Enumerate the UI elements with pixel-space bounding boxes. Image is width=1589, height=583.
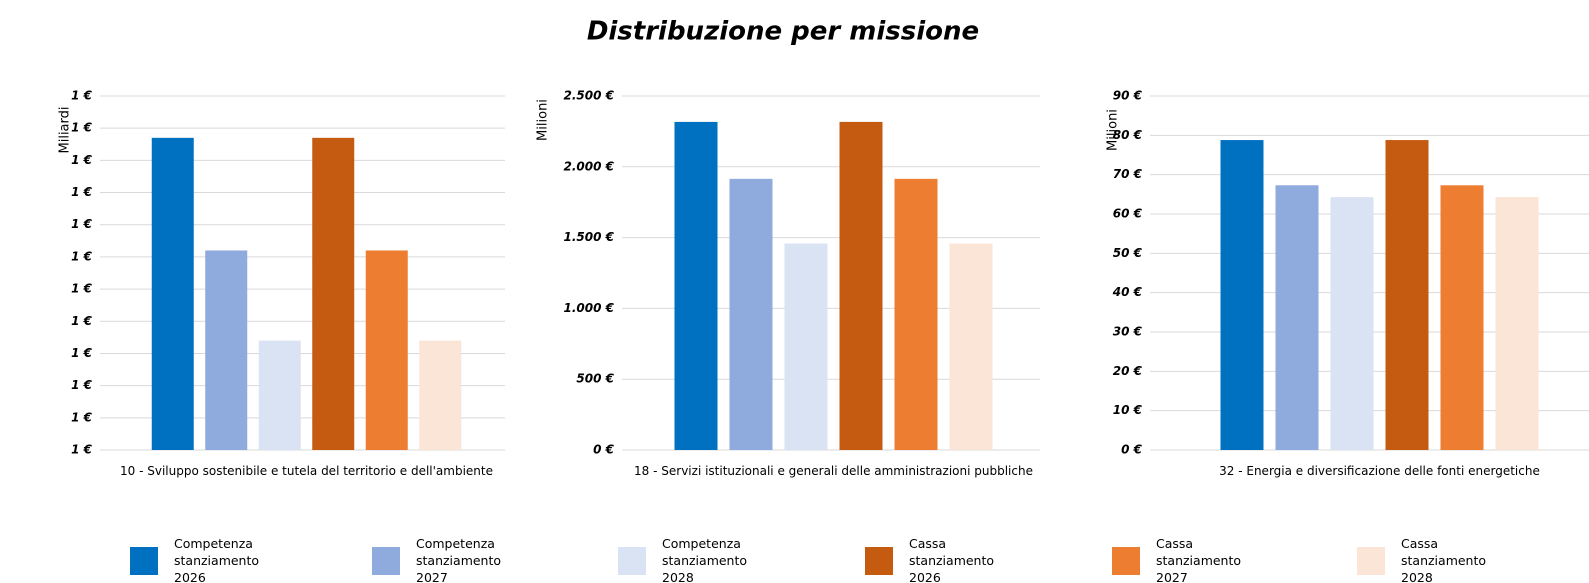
legend-item: Competenza stanziamento 2027 (372, 535, 526, 583)
legend-swatch (1112, 546, 1140, 575)
y-tick-label: 2.500 € (564, 89, 615, 103)
legend-swatch (372, 546, 400, 575)
bar (894, 178, 938, 450)
bar (151, 137, 194, 450)
legend-item: Cassa stanziamento 2026 (865, 535, 1019, 583)
y-tick-label: 1 € (71, 378, 93, 392)
y-tick-label: 0 € (593, 443, 615, 457)
y-tick-label: 1 € (71, 89, 93, 103)
legend-label: Competenza stanziamento 2026 (174, 536, 260, 583)
legend-label: Competenza stanziamento 2028 (662, 536, 748, 583)
y-tick-label: 1 € (71, 121, 93, 135)
y-tick-label: 1 € (71, 346, 93, 360)
y-tick-label: 20 € (1113, 364, 1143, 378)
y-tick-label: 1 € (71, 153, 93, 167)
bar (1495, 197, 1539, 450)
y-tick-label: 50 € (1113, 246, 1143, 260)
y-tick-label: 1 € (71, 282, 93, 296)
chart-title: Distribuzione per missione (587, 17, 979, 47)
bar (674, 121, 718, 450)
y-tick-label: 1.500 € (564, 230, 615, 244)
y-tick-label: 500 € (576, 372, 614, 386)
y-tick-label: 60 € (1113, 207, 1143, 221)
y-tick-label: 1 € (71, 185, 93, 199)
y-tick-label: 90 € (1113, 89, 1143, 103)
y-tick-label: 1.000 € (564, 301, 615, 315)
y-axis-label: Milioni (536, 99, 551, 141)
y-axis-label: Milioni (1106, 109, 1121, 151)
bar (729, 178, 773, 450)
y-tick-label: 1 € (71, 249, 93, 263)
y-tick-label: 80 € (1113, 128, 1143, 142)
legend-item: Competenza stanziamento 2028 (618, 535, 772, 583)
y-axis-label: Miliardi (58, 107, 73, 154)
y-tick-label: 1 € (71, 410, 93, 424)
x-tick-label: 10 - Sviluppo sostenibile e tutela del t… (120, 464, 493, 478)
y-tick-label: 40 € (1112, 285, 1143, 299)
legend-swatch (130, 546, 158, 575)
bar (365, 250, 408, 450)
legend-label: Cassa stanziamento 2027 (1156, 536, 1242, 583)
x-tick-label: 18 - Servizi istituzionali e generali de… (634, 464, 1033, 478)
bar (419, 340, 462, 450)
y-tick-label: 1 € (71, 314, 93, 328)
bar (1275, 185, 1319, 450)
y-tick-label: 2.000 € (564, 159, 615, 173)
y-tick-label: 10 € (1113, 403, 1143, 417)
legend-swatch (865, 546, 893, 575)
x-tick-label: 32 - Energia e diversificazione delle fo… (1219, 464, 1540, 478)
bar (839, 121, 883, 450)
legend-swatch (1357, 546, 1385, 575)
y-tick-label: 0 € (1121, 443, 1143, 457)
legend-item: Cassa stanziamento 2027 (1112, 535, 1266, 583)
legend-item: Competenza stanziamento 2026 (130, 535, 284, 583)
bar (784, 243, 828, 450)
legend-label: Competenza stanziamento 2027 (416, 536, 502, 583)
legend-label: Cassa stanziamento 2028 (1401, 536, 1487, 583)
bar (312, 137, 355, 450)
bar (258, 340, 301, 450)
y-tick-label: 1 € (71, 443, 93, 457)
bar (949, 243, 993, 450)
legend-label: Cassa stanziamento 2026 (909, 536, 995, 583)
bar (205, 250, 248, 450)
bar (1440, 185, 1484, 450)
y-tick-label: 1 € (71, 217, 93, 231)
bar (1385, 140, 1429, 450)
bar (1220, 140, 1264, 450)
y-tick-label: 70 € (1113, 167, 1143, 181)
y-tick-label: 30 € (1113, 325, 1143, 339)
legend-swatch (618, 546, 646, 575)
legend-item: Cassa stanziamento 2028 (1357, 535, 1511, 583)
bar (1330, 197, 1374, 450)
